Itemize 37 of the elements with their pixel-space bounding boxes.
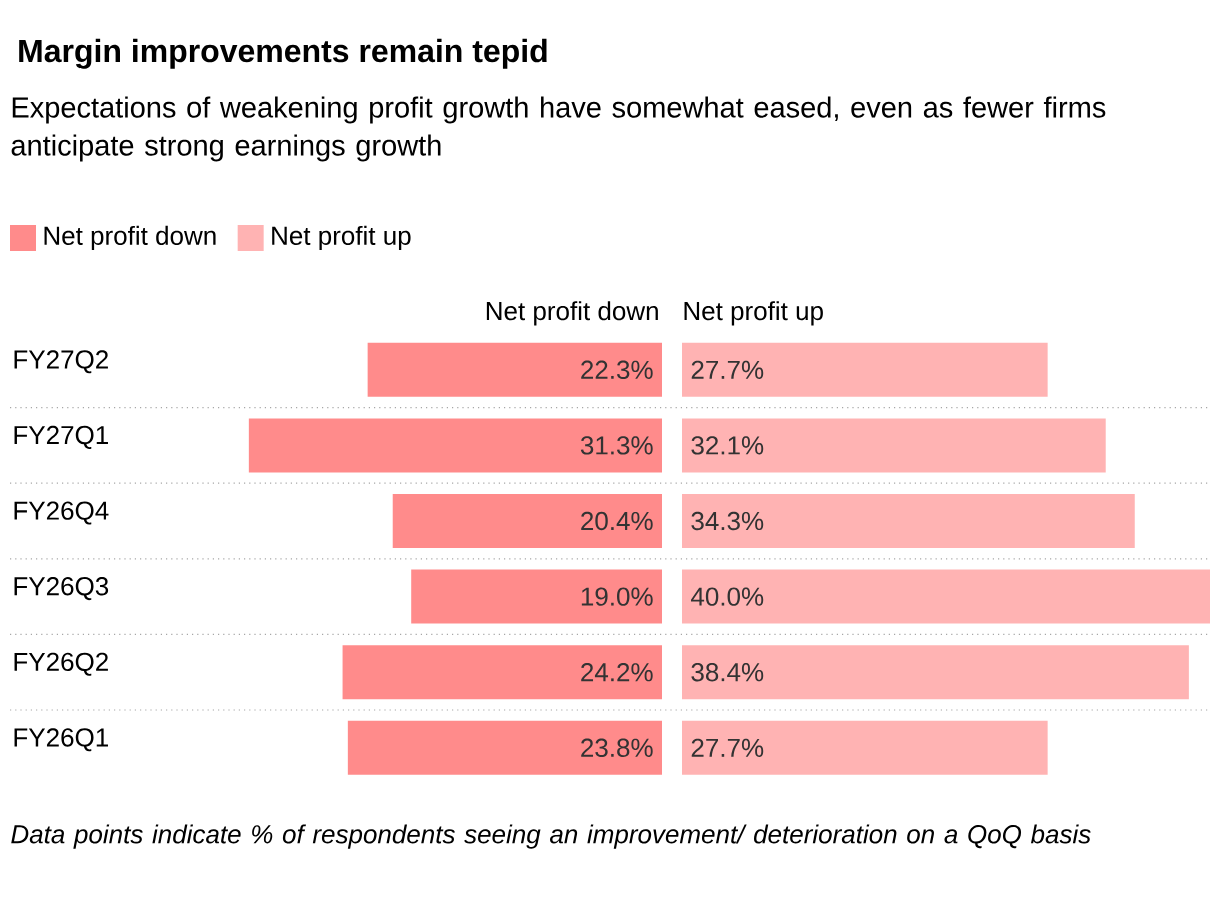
bar (411, 569, 663, 624)
bar (248, 418, 663, 473)
bar (682, 342, 1048, 397)
data-label: 31.3% (580, 436, 653, 455)
data-label: 22.3% (581, 360, 653, 380)
data-label: 27.7% (691, 738, 764, 757)
bar (367, 342, 663, 397)
y-tick-label: FY27Q1 (14, 425, 108, 449)
y-tick-label: FY26Q4 (14, 501, 109, 525)
chart-subtitle: Expectations of weakening profit growth have somewhat eased, even as fewer firms anticipate strong earnings growth (11, 96, 1106, 162)
bar (682, 645, 1189, 700)
data-label: 34.3% (691, 511, 764, 531)
bar (682, 418, 1106, 473)
bar (682, 569, 1210, 624)
data-label: 24.2% (581, 663, 653, 682)
legend-label: Net profit up (272, 225, 411, 251)
bar (347, 720, 663, 775)
data-label: 27.7% (691, 360, 764, 379)
bar (342, 645, 663, 700)
y-tick-label: FY26Q1 (14, 728, 108, 752)
data-label: 40.0% (691, 587, 764, 606)
text: Data points indicate % of respondents seeing an improvement/ deterioration on a QoQ basis (11, 824, 1091, 849)
y-tick-label: FY26Q3 (14, 577, 109, 601)
data-label: 32.1% (691, 436, 764, 455)
bar (682, 720, 1048, 775)
y-tick-label: FY27Q2 (14, 350, 108, 374)
data-label: 38.4% (691, 662, 764, 682)
data-label: 23.8% (581, 738, 653, 757)
data-label: 19.0% (581, 587, 653, 606)
annotation: Net profit up (684, 301, 823, 326)
y-tick-label: FY26Q2 (14, 652, 108, 676)
legend-label: Net profit down (44, 225, 216, 251)
data-label: 20.4% (581, 511, 653, 531)
annotation: Net profit down (486, 301, 658, 326)
bar (682, 494, 1135, 548)
chart-title: Margin improvements remain tepid (19, 38, 547, 69)
bar (392, 494, 663, 548)
